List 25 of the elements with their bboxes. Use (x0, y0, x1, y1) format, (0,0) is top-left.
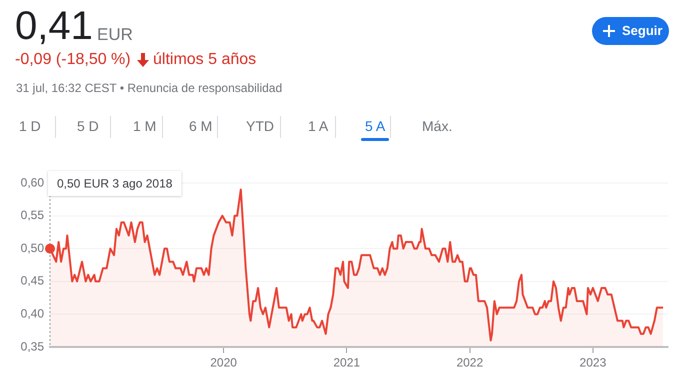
text: últimos 5 años (153, 51, 256, 69)
text: 31 jul, 16:32 CEST • Renuncia de responsabilidad (16, 81, 282, 95)
y-tick-label: 0,50 (20, 240, 44, 255)
text: YTD (246, 118, 274, 134)
text: Máx. (422, 118, 452, 134)
x-tick-label: 2022 (456, 356, 484, 370)
text: 5 A (365, 118, 386, 134)
y-tick-label: 0,40 (20, 306, 44, 321)
y-tick-label: 0,60 (20, 175, 44, 190)
x-tick-label: 2021 (333, 356, 360, 370)
x-tick-label: 2023 (580, 356, 607, 370)
y-tick-label: 0,55 (20, 208, 44, 222)
text: 5 D (77, 118, 99, 134)
text: EUR (97, 25, 133, 45)
x-tick-label: 2020 (210, 356, 238, 370)
text: -0,09 (-18,50 %) (15, 51, 131, 69)
text: 6 M (189, 118, 212, 134)
annotation: 0,50 EUR 3 ago 2018 (57, 176, 173, 190)
y-tick-label: 0,45 (20, 274, 44, 288)
chart-title: 0,41 (15, 4, 93, 49)
text: 1 M (133, 118, 156, 134)
y-tick-label: 0,35 (20, 339, 44, 354)
text: 1 D (19, 118, 41, 134)
text: 1 A (308, 118, 328, 134)
text: Seguir (622, 23, 662, 38)
